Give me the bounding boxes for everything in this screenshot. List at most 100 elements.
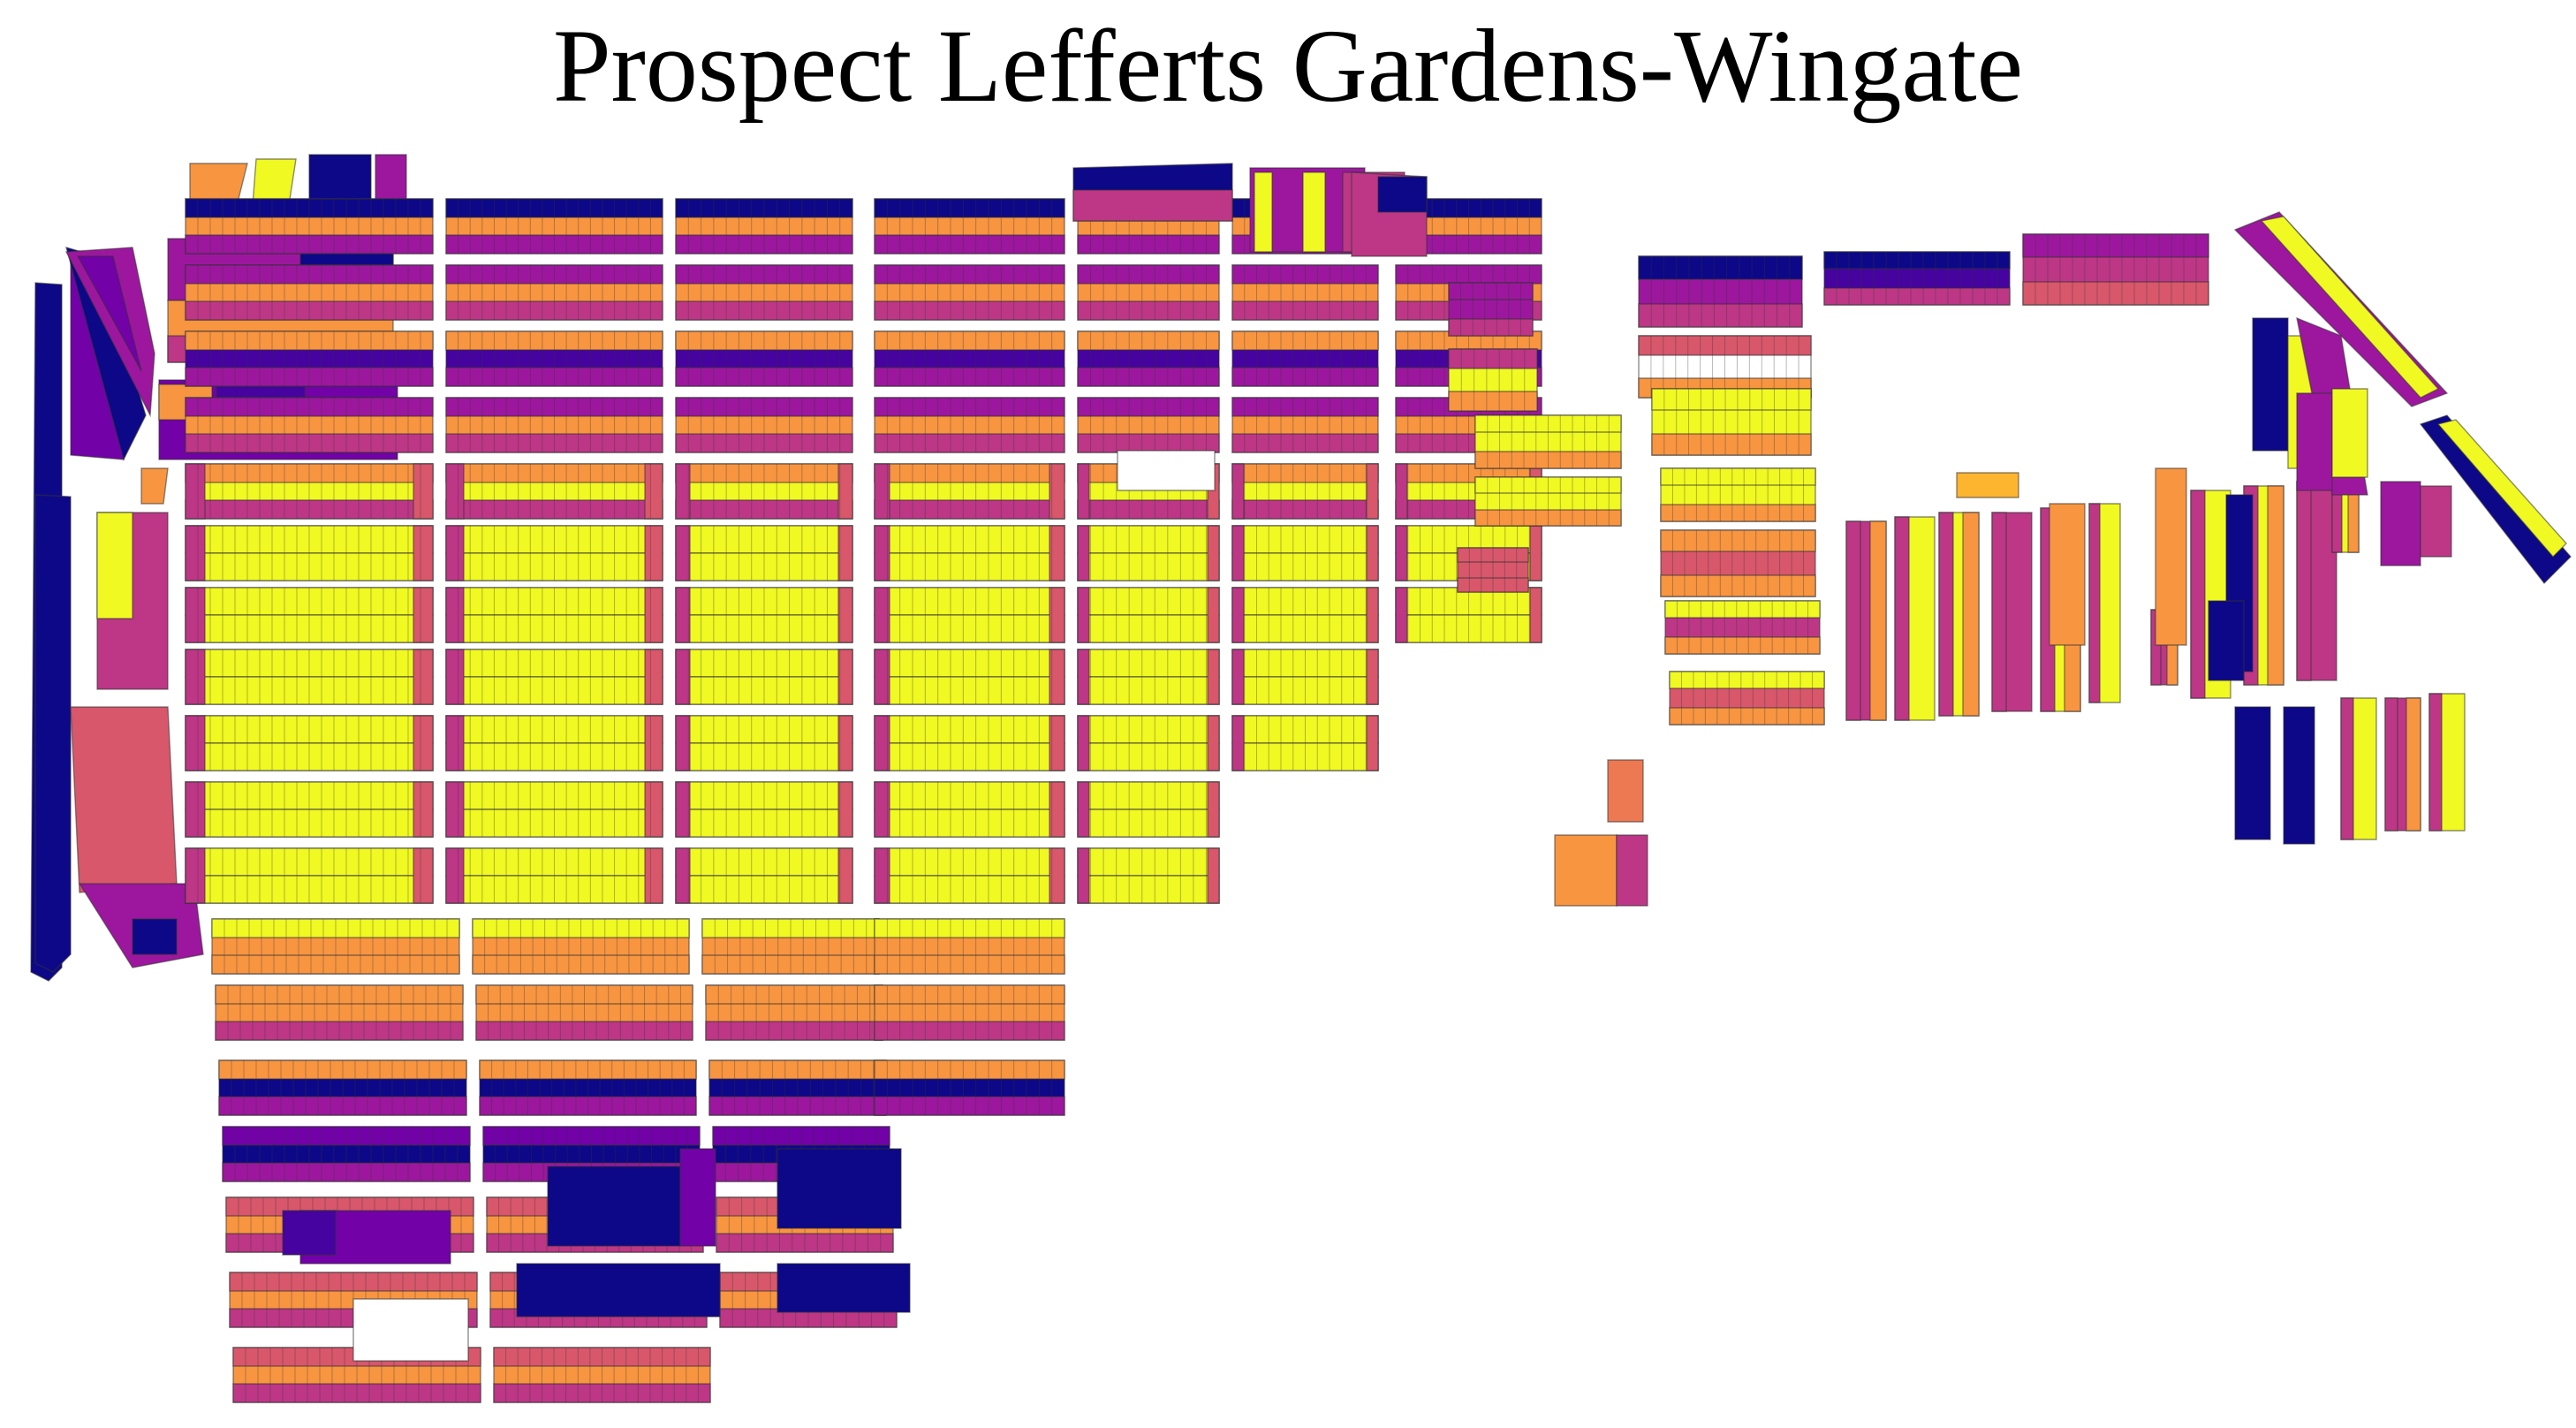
parcel bbox=[1231, 397, 1379, 417]
parcel bbox=[712, 1126, 890, 1146]
parcel bbox=[777, 1263, 911, 1313]
parcel bbox=[2331, 388, 2368, 478]
parcel bbox=[1474, 476, 1622, 494]
parcel bbox=[837, 649, 853, 705]
parcel bbox=[2420, 485, 2452, 558]
parcel bbox=[232, 1383, 481, 1403]
parcel bbox=[413, 587, 434, 643]
parcel bbox=[1448, 391, 1538, 412]
parcel bbox=[1254, 171, 1273, 253]
parcel bbox=[1231, 715, 1245, 771]
parcel bbox=[1049, 587, 1065, 643]
parcel bbox=[1207, 781, 1220, 838]
parcel bbox=[2022, 281, 2209, 306]
parcel bbox=[1664, 600, 1821, 619]
parcel bbox=[874, 918, 1065, 938]
parcel bbox=[2260, 216, 2440, 399]
parcel bbox=[1231, 330, 1379, 351]
parcel bbox=[1991, 512, 2007, 712]
parcel bbox=[1077, 499, 1220, 520]
parcel bbox=[445, 847, 465, 904]
parcel bbox=[874, 875, 1065, 904]
parcel bbox=[874, 781, 890, 838]
parcel bbox=[2428, 693, 2443, 832]
parcel bbox=[445, 525, 465, 581]
parcel bbox=[2283, 706, 2315, 845]
parcel bbox=[1660, 574, 1816, 597]
parcel bbox=[1049, 781, 1065, 838]
parcel bbox=[1077, 614, 1220, 643]
parcel bbox=[1117, 450, 1216, 491]
parcel bbox=[1049, 649, 1065, 705]
parcel bbox=[185, 525, 206, 581]
parcel bbox=[675, 264, 853, 285]
parcel bbox=[874, 499, 1065, 520]
parcel bbox=[1077, 847, 1090, 904]
parcel bbox=[1664, 636, 1821, 655]
parcel bbox=[1077, 587, 1220, 616]
parcel bbox=[675, 433, 853, 453]
parcel bbox=[1231, 649, 1245, 705]
parcel bbox=[874, 264, 1065, 285]
parcel bbox=[1231, 587, 1245, 643]
parcel bbox=[1049, 463, 1065, 520]
parcel bbox=[1077, 781, 1220, 810]
parcel bbox=[874, 330, 1065, 351]
parcel bbox=[644, 847, 663, 904]
parcel bbox=[1607, 759, 1644, 823]
parcel bbox=[1616, 834, 1648, 907]
parcel bbox=[352, 1298, 469, 1362]
parcel bbox=[1366, 525, 1379, 581]
parcel bbox=[132, 918, 178, 955]
parcel bbox=[413, 525, 434, 581]
parcel bbox=[874, 433, 1065, 453]
parcel bbox=[222, 1162, 471, 1182]
parcel bbox=[2088, 503, 2101, 703]
parcel bbox=[1077, 649, 1220, 678]
parcel bbox=[675, 847, 691, 904]
parcel bbox=[229, 1272, 478, 1292]
parcel bbox=[445, 463, 465, 520]
parcel bbox=[1395, 463, 1408, 520]
parcel bbox=[675, 649, 691, 705]
parcel bbox=[1956, 472, 2019, 498]
parcel bbox=[2208, 600, 2245, 681]
parcel bbox=[185, 367, 434, 387]
parcel bbox=[1474, 509, 1622, 527]
parcel bbox=[185, 433, 434, 453]
parcel bbox=[2252, 317, 2289, 452]
parcel bbox=[1669, 707, 1825, 725]
parcel bbox=[874, 847, 890, 904]
parcel bbox=[1077, 397, 1220, 417]
parcel bbox=[2340, 697, 2354, 840]
parcel bbox=[675, 781, 691, 838]
parcel bbox=[76, 255, 142, 372]
parcel bbox=[837, 463, 853, 520]
parcel bbox=[1474, 451, 1622, 469]
parcel bbox=[644, 781, 663, 838]
parcel bbox=[1077, 781, 1090, 838]
parcel bbox=[874, 1060, 1065, 1080]
parcel bbox=[1231, 300, 1379, 321]
parcel bbox=[874, 742, 1065, 771]
parcel bbox=[282, 1210, 337, 1256]
parcel bbox=[1077, 264, 1220, 285]
parcel bbox=[1077, 330, 1220, 351]
parcel bbox=[675, 463, 691, 520]
parcel bbox=[445, 587, 465, 643]
parcel bbox=[1474, 414, 1622, 433]
parcel bbox=[679, 1148, 716, 1247]
parcel bbox=[215, 1021, 464, 1041]
parcel bbox=[445, 198, 663, 218]
parcel bbox=[185, 234, 434, 254]
parcel bbox=[1231, 525, 1245, 581]
parcel bbox=[1938, 512, 1954, 717]
parcel bbox=[1077, 875, 1220, 904]
parcel bbox=[1457, 577, 1529, 593]
parcel bbox=[413, 781, 434, 838]
parcel bbox=[1448, 348, 1538, 369]
parcel bbox=[2190, 490, 2206, 699]
parcel bbox=[445, 649, 465, 705]
parcel bbox=[472, 954, 690, 975]
